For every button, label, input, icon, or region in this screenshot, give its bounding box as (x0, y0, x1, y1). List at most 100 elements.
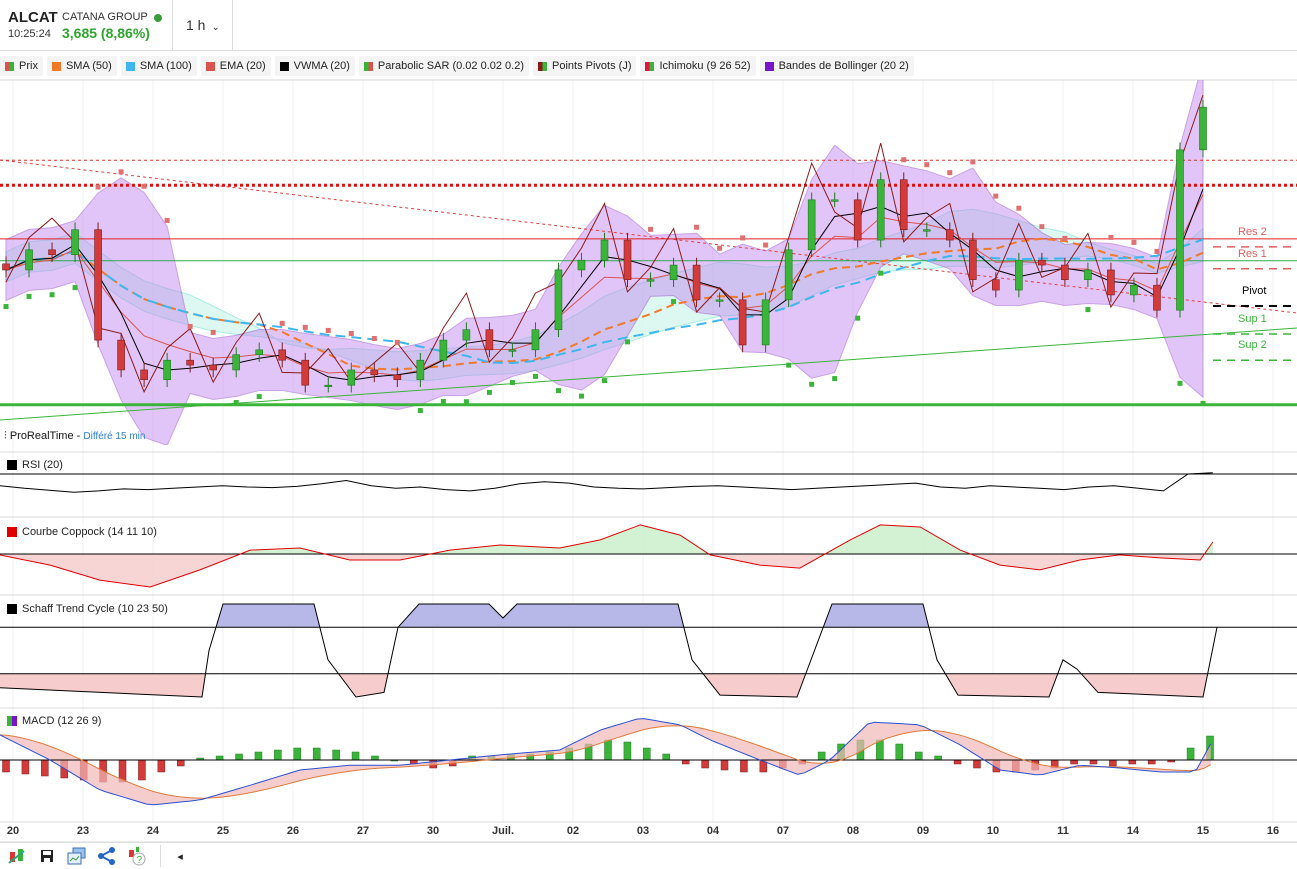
candle[interactable] (784, 242, 793, 308)
candle[interactable] (600, 232, 609, 268)
pivot-label: Sup 2 (1238, 339, 1267, 352)
candle[interactable] (1107, 262, 1115, 303)
candle[interactable] (1084, 262, 1092, 288)
macd-histogram-bar (604, 739, 612, 761)
candle[interactable] (508, 342, 517, 358)
candle[interactable] (1130, 277, 1138, 303)
candle[interactable] (416, 352, 425, 388)
sar-dot (394, 339, 400, 345)
macd-histogram-bar (177, 759, 185, 767)
candle[interactable] (439, 332, 448, 368)
candle[interactable] (301, 352, 310, 393)
pane-label-rsi[interactable]: RSI (20) (4, 458, 66, 472)
candle[interactable] (324, 377, 333, 393)
source-name: ProRealTime (9, 430, 74, 442)
sar-dot (72, 285, 78, 291)
candle[interactable] (945, 222, 954, 248)
sar-dot (1016, 205, 1022, 211)
legend-item[interactable]: EMA (20) (200, 56, 271, 76)
macd-histogram-bar (953, 759, 962, 765)
candle[interactable] (1038, 252, 1046, 273)
candle[interactable] (1061, 257, 1069, 288)
macd-histogram-bar (2, 759, 10, 773)
candle[interactable] (692, 257, 701, 308)
date-label: 15 (1196, 825, 1210, 837)
legend-item[interactable]: Ichimoku (9 26 52) (640, 56, 756, 76)
candle[interactable] (623, 232, 632, 288)
help-button[interactable]: ? (126, 846, 148, 866)
save-button[interactable] (36, 846, 58, 866)
legend-item[interactable]: Bandes de Bollinger (20 2) (759, 56, 914, 76)
sar-dot (924, 162, 930, 168)
macd-histogram-bar (371, 755, 379, 761)
candle[interactable] (209, 357, 217, 378)
candle[interactable] (761, 292, 770, 353)
scroll-left-button[interactable]: ◂ (169, 846, 191, 866)
legend-item[interactable]: SMA (100) (120, 56, 197, 76)
candle[interactable] (278, 342, 287, 368)
candle[interactable] (94, 222, 102, 348)
layouts-button[interactable] (66, 846, 88, 866)
sar-dot (440, 399, 446, 405)
candle[interactable] (646, 272, 655, 288)
macd-histogram-bar (1147, 759, 1156, 765)
candle[interactable] (531, 322, 540, 358)
candle[interactable] (255, 342, 264, 363)
candle[interactable] (577, 252, 586, 278)
candle[interactable] (140, 362, 148, 388)
sar-dot (947, 170, 953, 176)
candle[interactable] (485, 322, 494, 358)
candle[interactable] (969, 232, 977, 288)
candle[interactable] (876, 172, 885, 248)
candle[interactable] (669, 257, 678, 288)
legend-item[interactable]: SMA (50) (46, 56, 117, 76)
candle-body (1015, 259, 1023, 291)
candle[interactable] (853, 192, 862, 248)
candle[interactable] (830, 192, 839, 208)
candle[interactable] (163, 352, 171, 388)
candle[interactable] (1015, 252, 1023, 298)
candle[interactable] (370, 362, 379, 383)
legend-item[interactable]: Parabolic SAR (0.02 0.02 0.2) (358, 56, 530, 76)
candle[interactable] (393, 367, 402, 388)
legend-item[interactable]: VWMA (20) (274, 56, 355, 76)
candle[interactable] (1153, 277, 1161, 318)
candle[interactable] (922, 222, 931, 238)
share-button[interactable] (96, 846, 118, 866)
candle[interactable] (738, 292, 747, 353)
candle[interactable] (117, 332, 125, 378)
candle[interactable] (48, 242, 56, 263)
candle-body (140, 369, 148, 381)
share-icon (98, 847, 115, 865)
legend-item[interactable]: Points Pivots (J) (533, 56, 637, 76)
pane-label-macd[interactable]: MACD (12 26 9) (4, 714, 105, 728)
macd-histogram-bar (138, 759, 146, 781)
indicators-button[interactable] (6, 846, 28, 866)
candle[interactable] (899, 172, 908, 238)
timeframe-select[interactable]: 1 h ⌄ (186, 17, 220, 33)
pane-label-schaff[interactable]: Schaff Trend Cycle (10 23 50) (4, 602, 171, 616)
candle[interactable] (232, 347, 240, 378)
save-icon (41, 850, 53, 862)
candle[interactable] (554, 262, 563, 338)
color-swatch (7, 527, 17, 537)
candle[interactable] (807, 192, 816, 258)
candle[interactable] (1199, 99, 1207, 158)
pane-label-coppock[interactable]: Courbe Coppock (14 11 10) (4, 525, 160, 539)
candle[interactable] (347, 362, 356, 393)
candle[interactable] (71, 222, 79, 263)
date-label: 10 (986, 825, 1000, 837)
sar-dot (118, 169, 124, 175)
candle[interactable] (1176, 142, 1184, 318)
candle[interactable] (992, 272, 1000, 298)
legend-item[interactable]: Prix (0, 56, 43, 76)
candle-body (945, 229, 954, 241)
candle[interactable] (25, 242, 33, 278)
candle[interactable] (462, 322, 471, 348)
date-label: 02 (566, 825, 580, 837)
candle[interactable] (2, 256, 10, 278)
candle[interactable] (715, 292, 724, 308)
price-pane (0, 80, 1297, 445)
candle[interactable] (186, 352, 194, 373)
